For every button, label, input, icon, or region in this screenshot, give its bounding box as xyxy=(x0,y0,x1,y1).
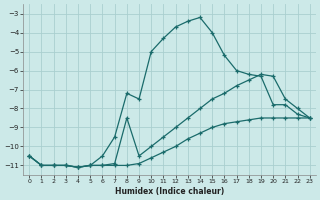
X-axis label: Humidex (Indice chaleur): Humidex (Indice chaleur) xyxy=(115,187,224,196)
